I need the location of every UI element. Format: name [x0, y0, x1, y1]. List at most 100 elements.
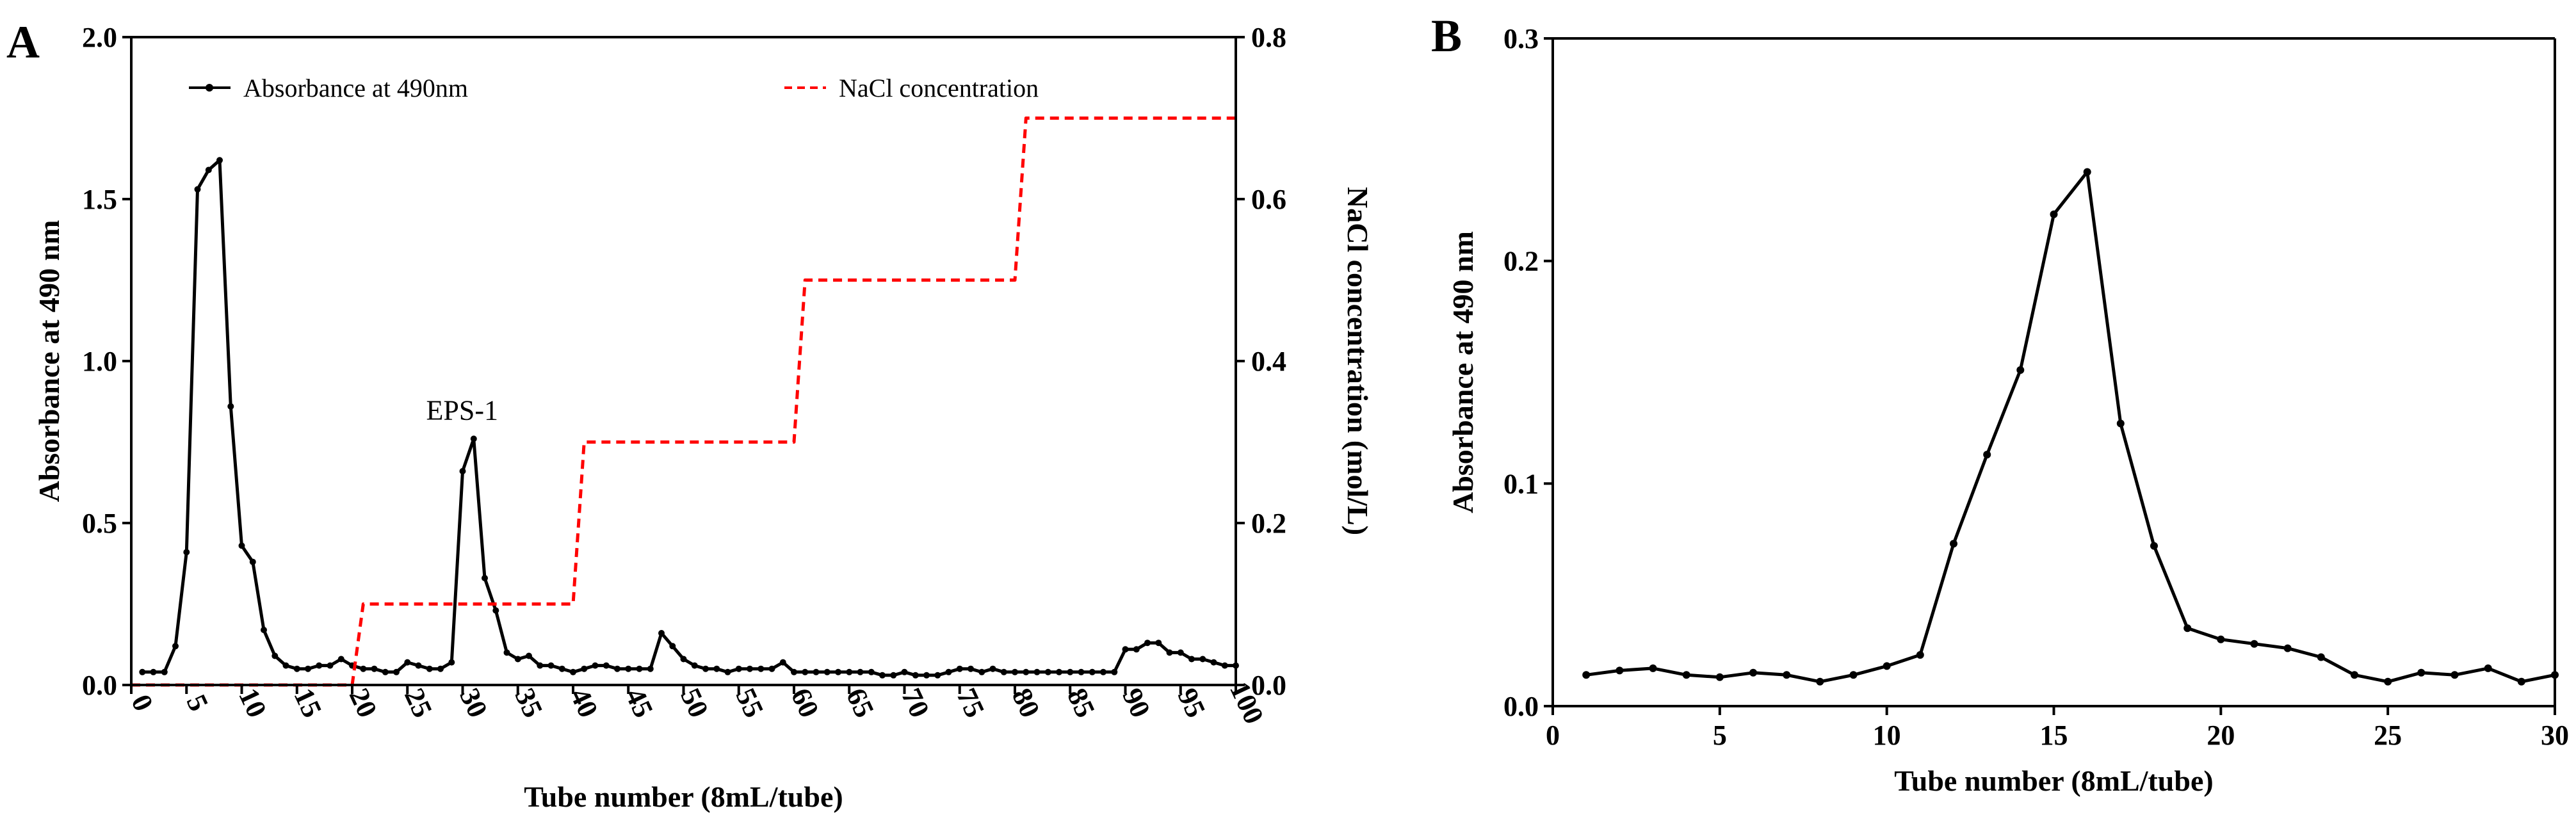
- data-point: [901, 668, 908, 675]
- data-point: [1221, 662, 1228, 669]
- data-point: [305, 665, 311, 672]
- y-tick-label: 2.0: [82, 22, 117, 53]
- data-point: [846, 668, 853, 675]
- data-point: [1715, 673, 1724, 681]
- data-point: [448, 659, 455, 666]
- data-point: [857, 668, 864, 675]
- y-tick-label: 0.1: [1503, 468, 1539, 499]
- panel-a-legend: Absorbance at 490nm NaCl concentration: [189, 74, 1039, 102]
- panel-a-x-axis-title: Tube number (8mL/tube): [524, 780, 843, 813]
- data-point: [570, 668, 576, 675]
- data-point: [360, 665, 367, 672]
- data-point: [968, 665, 974, 672]
- absorbance-line: [1585, 170, 2556, 684]
- y-tick-label: 0.3: [1503, 23, 1539, 54]
- y2-tick-label: 0.8: [1251, 22, 1286, 53]
- x-tick-label: 35: [508, 684, 549, 723]
- data-point: [2116, 419, 2125, 428]
- data-point: [1950, 540, 1957, 548]
- x-tick-label: 30: [453, 684, 494, 723]
- y-tick-label: 1.0: [82, 346, 117, 377]
- data-point: [1144, 640, 1151, 647]
- data-point: [1044, 668, 1051, 675]
- data-point: [1749, 668, 1757, 677]
- data-point: [558, 665, 565, 672]
- legend-absorbance-label: Absorbance at 490nm: [243, 74, 468, 102]
- data-point: [724, 668, 731, 675]
- y2-tick-label: 0.6: [1251, 184, 1286, 215]
- y-tick-label: 1.5: [82, 184, 117, 215]
- data-point: [161, 668, 168, 675]
- data-point: [658, 630, 665, 636]
- data-point: [2450, 671, 2459, 679]
- data-point: [2283, 644, 2292, 652]
- data-point: [2217, 635, 2225, 643]
- data-point: [1067, 668, 1074, 675]
- data-point: [603, 662, 610, 669]
- data-point: [1883, 662, 1891, 670]
- x-tick-label: 5: [1713, 720, 1727, 751]
- data-point: [371, 665, 378, 672]
- x-tick-label: 75: [950, 684, 991, 723]
- data-point: [470, 435, 477, 442]
- y-tick-label: 0.2: [1503, 246, 1539, 277]
- x-tick-label: 25: [2374, 720, 2402, 751]
- data-point: [183, 549, 190, 556]
- x-tick-label: 20: [343, 684, 384, 723]
- data-point: [614, 665, 620, 672]
- data-point: [1012, 668, 1018, 675]
- x-tick-label: 70: [895, 684, 936, 723]
- panel-a-letter: A: [6, 17, 40, 68]
- data-point: [227, 403, 234, 410]
- legend-nacl-label: NaCl concentration: [839, 74, 1039, 102]
- data-point: [1155, 640, 1162, 647]
- x-tick-label: 40: [564, 684, 604, 723]
- data-point: [956, 665, 963, 672]
- data-point: [261, 627, 267, 633]
- panel-a: A 0 5 10 15 20 25 30 35 40 45 50 55 60 65 70 75 80 85 90 95…: [6, 17, 1374, 813]
- data-point: [249, 558, 256, 565]
- data-point: [337, 656, 344, 663]
- x-tick-label: 20: [2207, 720, 2235, 751]
- data-point: [426, 665, 433, 672]
- panel-a-y-axis-title: Absorbance at 490 nm: [33, 220, 65, 503]
- data-point: [636, 665, 643, 672]
- data-point: [503, 649, 510, 656]
- data-point: [393, 668, 400, 675]
- data-point: [316, 662, 323, 669]
- data-point: [669, 643, 676, 650]
- y2-tick-label: 0.0: [1251, 670, 1286, 701]
- data-point: [978, 668, 985, 675]
- data-point: [282, 662, 289, 669]
- panel-b-y-axis-title: Absorbance at 490 nm: [1446, 231, 1479, 513]
- panel-b-x-axis-title: Tube number (8mL/tube): [1894, 764, 2213, 797]
- x-tick-label: 45: [619, 684, 660, 723]
- data-point: [437, 665, 444, 672]
- data-point: [1177, 649, 1184, 656]
- x-tick-label: 50: [674, 684, 715, 723]
- data-point: [1916, 651, 1924, 659]
- data-point: [802, 668, 809, 675]
- x-tick-label: 85: [1061, 684, 1101, 723]
- annotation-eps-1: EPS-1: [426, 394, 498, 426]
- data-point: [1210, 659, 1217, 666]
- data-point: [1649, 664, 1657, 672]
- x-tick-label: 0: [1546, 720, 1560, 751]
- data-point: [205, 166, 212, 173]
- data-point: [890, 672, 897, 679]
- data-point: [2384, 677, 2392, 686]
- x-tick-label: 90: [1116, 684, 1156, 723]
- panel-b-letter: B: [1431, 10, 1462, 61]
- data-point: [791, 668, 797, 675]
- x-tick-label: 55: [729, 684, 770, 723]
- data-point: [702, 665, 709, 672]
- data-point: [592, 662, 599, 669]
- x-tick-label: 15: [288, 684, 328, 723]
- data-point: [835, 668, 841, 675]
- data-point: [2250, 640, 2258, 648]
- data-point: [327, 662, 334, 669]
- data-point: [382, 668, 389, 675]
- data-point: [2050, 210, 2058, 218]
- data-point: [1033, 668, 1041, 675]
